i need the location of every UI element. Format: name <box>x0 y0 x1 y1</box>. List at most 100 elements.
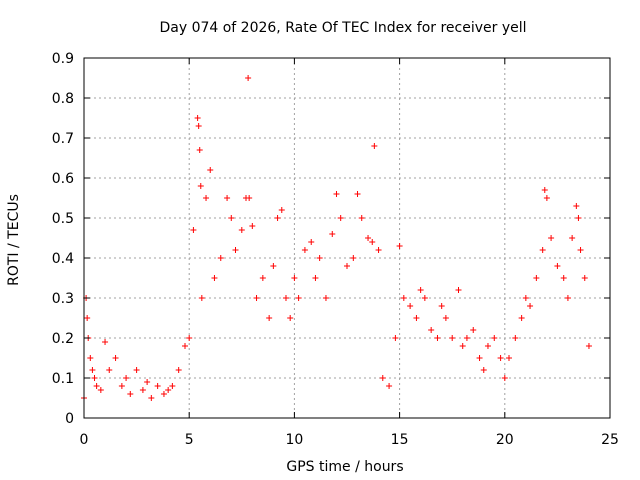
y-tick-label: 0.5 <box>52 211 74 227</box>
data-point <box>190 227 197 233</box>
data-point <box>102 339 109 345</box>
data-point <box>497 355 504 361</box>
data-point <box>84 315 91 321</box>
data-point <box>518 315 525 321</box>
data-point <box>106 367 113 373</box>
data-point <box>354 191 361 197</box>
data-point <box>434 335 441 341</box>
data-point <box>413 315 420 321</box>
y-tick-label: 0.2 <box>52 331 74 347</box>
y-tick-label: 0.3 <box>52 291 74 307</box>
data-point <box>238 227 245 233</box>
data-point <box>421 295 428 301</box>
data-point <box>232 247 239 253</box>
data-point <box>249 223 256 229</box>
data-point <box>228 215 235 221</box>
data-point <box>195 123 202 129</box>
data-point <box>278 207 285 213</box>
y-tick-label: 0.6 <box>52 171 74 187</box>
data-point <box>160 391 167 397</box>
data-point <box>428 327 435 333</box>
x-tick-label: 25 <box>601 432 619 448</box>
data-point <box>407 303 414 309</box>
data-point <box>375 247 382 253</box>
data-point <box>316 255 323 261</box>
data-point <box>449 335 456 341</box>
chart-title: Day 074 of 2026, Rate Of TEC Index for r… <box>159 20 526 36</box>
data-point <box>577 247 584 253</box>
y-tick-label: 0.1 <box>52 371 74 387</box>
data-point <box>295 295 302 301</box>
x-axis-label: GPS time / hours <box>286 459 403 475</box>
data-point <box>392 335 399 341</box>
data-point <box>253 295 260 301</box>
axis-ticks: 0 0.1 0.2 0.3 0.4 0.5 0.6 0.7 0.8 0.9 0 5 10 15 20 25 <box>52 51 619 448</box>
data-point <box>165 387 172 393</box>
data-point <box>379 375 386 381</box>
data-point <box>194 115 201 121</box>
data-point <box>358 215 365 221</box>
data-point <box>470 327 477 333</box>
data-point <box>207 167 214 173</box>
data-point <box>144 379 151 385</box>
data-point <box>506 355 513 361</box>
data-point <box>417 287 424 293</box>
data-point <box>259 275 266 281</box>
data-point <box>371 143 378 149</box>
y-tick-label: 0.9 <box>52 51 74 67</box>
y-tick-label: 0.8 <box>52 91 74 107</box>
data-point <box>246 195 253 201</box>
data-point <box>274 215 281 221</box>
data-point <box>480 367 487 373</box>
data-point <box>217 255 224 261</box>
data-point <box>91 375 98 381</box>
data-point <box>203 195 210 201</box>
data-point <box>484 343 491 349</box>
data-point <box>522 295 529 301</box>
data-point <box>329 231 336 237</box>
data-point <box>396 243 403 249</box>
data-point <box>322 295 329 301</box>
data-point <box>148 395 155 401</box>
data-point <box>266 315 273 321</box>
data-point <box>133 367 140 373</box>
data-point <box>554 263 561 269</box>
data-point <box>350 255 357 261</box>
data-point <box>123 375 130 381</box>
data-point <box>97 387 104 393</box>
data-point <box>89 367 96 373</box>
data-point <box>127 391 134 397</box>
data-point <box>197 183 204 189</box>
data-point <box>459 343 466 349</box>
data-point <box>245 75 252 81</box>
data-point <box>198 295 205 301</box>
x-tick-label: 15 <box>391 432 409 448</box>
y-tick-label: 0.7 <box>52 131 74 147</box>
data-point <box>386 383 393 389</box>
data-point <box>543 195 550 201</box>
data-point <box>196 147 203 153</box>
data-point <box>291 275 298 281</box>
data-point <box>312 275 319 281</box>
data-point <box>560 275 567 281</box>
x-tick-label: 10 <box>285 432 303 448</box>
data-point <box>154 383 161 389</box>
data-point <box>333 191 340 197</box>
data-point <box>442 315 449 321</box>
data-point <box>169 383 176 389</box>
data-point <box>287 315 294 321</box>
data-point <box>541 187 548 193</box>
y-tick-label: 0.4 <box>52 251 74 267</box>
data-point <box>501 375 508 381</box>
y-tick-label: 0 <box>65 411 74 427</box>
data-point <box>139 387 146 393</box>
data-point <box>181 343 188 349</box>
data-point <box>365 235 372 241</box>
data-point <box>87 355 94 361</box>
data-point <box>585 343 592 349</box>
data-point <box>186 335 193 341</box>
data-point <box>270 263 277 269</box>
data-point <box>569 235 576 241</box>
data-point <box>400 295 407 301</box>
x-tick-label: 0 <box>80 432 89 448</box>
